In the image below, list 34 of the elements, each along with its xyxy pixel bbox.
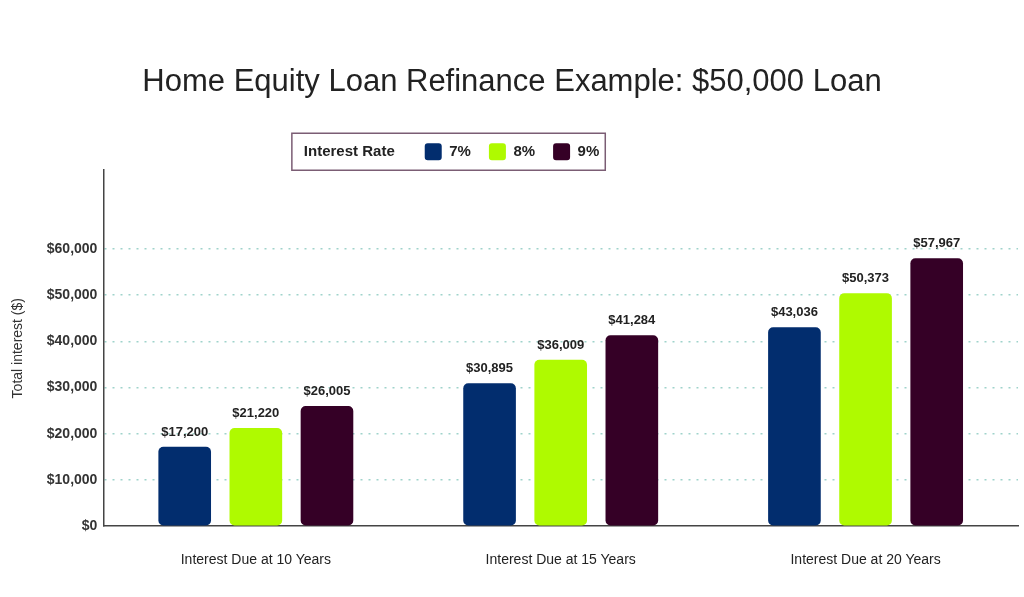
legend-label: 8% [513, 141, 536, 159]
data-label: $36,009 [537, 336, 585, 352]
data-label: $50,373 [842, 270, 890, 286]
bar [463, 383, 516, 526]
data-label: $41,284 [608, 312, 657, 328]
bar [839, 293, 892, 526]
bar [605, 335, 659, 526]
bar [768, 327, 821, 526]
bar [229, 428, 283, 526]
legend-label: 7% [449, 141, 471, 159]
x-tick-label: Interest Due at 20 Years [790, 551, 941, 568]
x-tick-label: Interest Due at 10 Years [180, 551, 331, 568]
bar [300, 405, 354, 526]
bar [534, 359, 588, 526]
y-tick-label: $0 [81, 517, 98, 534]
y-tick-label: $60,000 [46, 239, 98, 256]
data-label: $57,967 [913, 235, 961, 251]
chart-title: Home Equity Loan Refinance Example: $50,000 Loan [142, 63, 882, 99]
y-tick-label: $40,000 [46, 332, 98, 349]
data-label: $17,200 [161, 423, 209, 439]
bar [158, 446, 212, 526]
data-label: $30,895 [466, 360, 514, 376]
legend-title: Interest Rate [303, 141, 395, 159]
y-tick-label: $50,000 [46, 285, 98, 302]
y-tick-label: $10,000 [46, 470, 98, 487]
legend-label: 9% [577, 141, 600, 159]
y-axis-title: Total interest ($) [9, 298, 26, 399]
bar [910, 258, 964, 526]
data-label: $43,036 [770, 304, 818, 320]
x-tick-label: Interest Due at 15 Years [485, 551, 636, 568]
y-tick-label: $30,000 [46, 378, 98, 395]
data-label: $26,005 [303, 383, 351, 399]
y-tick-label: $20,000 [46, 424, 98, 441]
data-label: $21,220 [232, 405, 280, 421]
